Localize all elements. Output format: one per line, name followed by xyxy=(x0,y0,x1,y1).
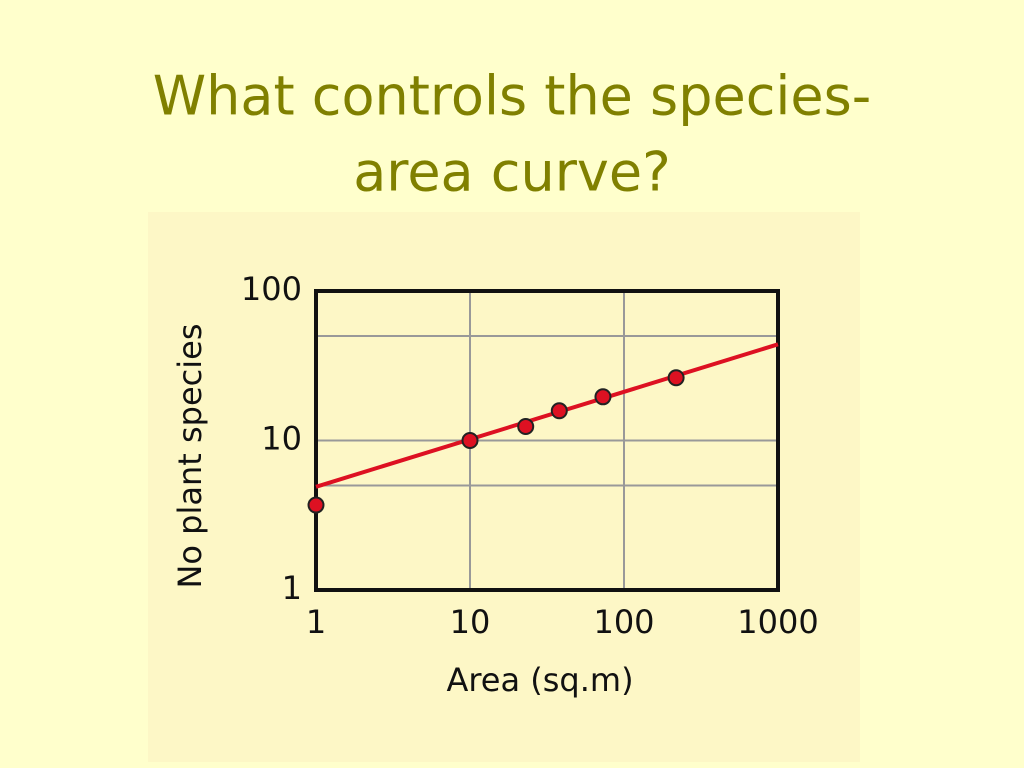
data-point xyxy=(550,402,568,420)
y-tick-label: 100 xyxy=(241,270,302,308)
data-point xyxy=(461,432,479,449)
y-tick-label: 10 xyxy=(261,420,302,458)
y-axis-label: No plant species xyxy=(171,323,209,588)
data-point xyxy=(667,369,685,387)
title-line: area curve? xyxy=(353,141,671,204)
fit-line xyxy=(315,342,779,489)
title-line: What controls the species- xyxy=(153,65,871,128)
data-point xyxy=(517,418,535,436)
data-point xyxy=(594,388,612,406)
plot-frame xyxy=(314,289,780,592)
x-tick-label: 1000 xyxy=(737,603,818,641)
plot: 1 10 100 1 10 100 1000 xyxy=(241,270,819,641)
x-tick-label: 10 xyxy=(450,603,491,641)
x-tick-label: 1 xyxy=(306,603,326,641)
y-tick-label: 1 xyxy=(282,569,302,607)
x-tick-label: 100 xyxy=(593,603,654,641)
data-point xyxy=(307,496,325,514)
x-axis-label: Area (sq.m) xyxy=(446,661,633,699)
